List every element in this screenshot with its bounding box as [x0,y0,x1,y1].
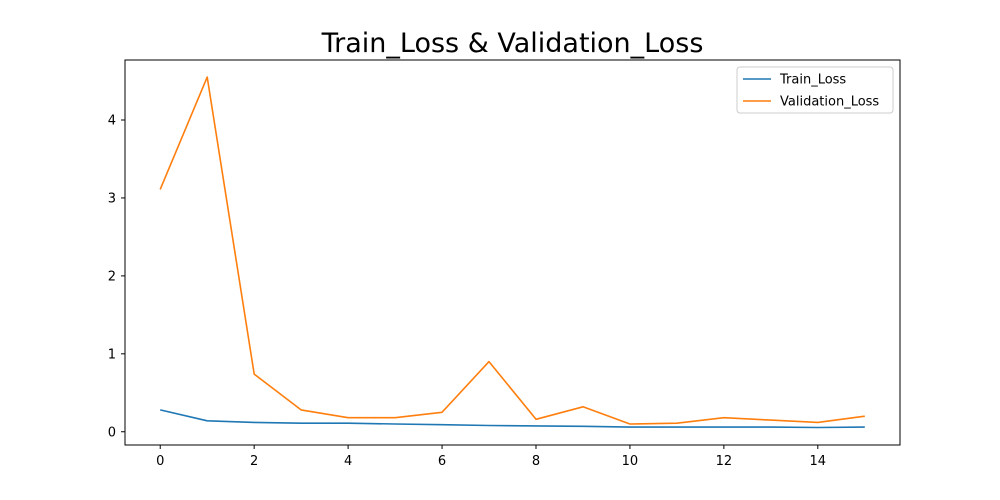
chart-title: Train_Loss & Validation_Loss [321,28,704,59]
y-tick-label: 2 [108,269,116,284]
legend-box [736,66,894,114]
y-axis: 0 1 2 3 4 [108,114,125,440]
x-tick-label: 4 [344,454,352,469]
series-line-validation-loss [159,76,865,425]
legend-label-train-loss: Train_Loss [779,73,846,88]
x-tick-label: 0 [156,454,164,469]
x-tick-label: 2 [250,454,258,469]
x-tick-label: 12 [716,454,733,469]
x-tick-label: 8 [532,454,540,469]
y-tick-label: 1 [108,347,116,362]
y-tick-label: 3 [108,191,116,206]
plot-frame [124,59,901,446]
series-line-train-loss [160,409,865,429]
series-lines [159,76,865,429]
x-axis: 0 2 4 6 8 10 12 14 [156,445,826,469]
x-tick-label: 6 [438,454,446,469]
y-tick-label: 0 [108,425,116,440]
x-tick-label: 14 [810,454,827,469]
legend: Train_Loss Validation_Loss [736,66,894,114]
x-tick-label: 10 [622,454,639,469]
legend-label-validation-loss: Validation_Loss [780,95,879,110]
y-tick-label: 4 [108,114,116,129]
